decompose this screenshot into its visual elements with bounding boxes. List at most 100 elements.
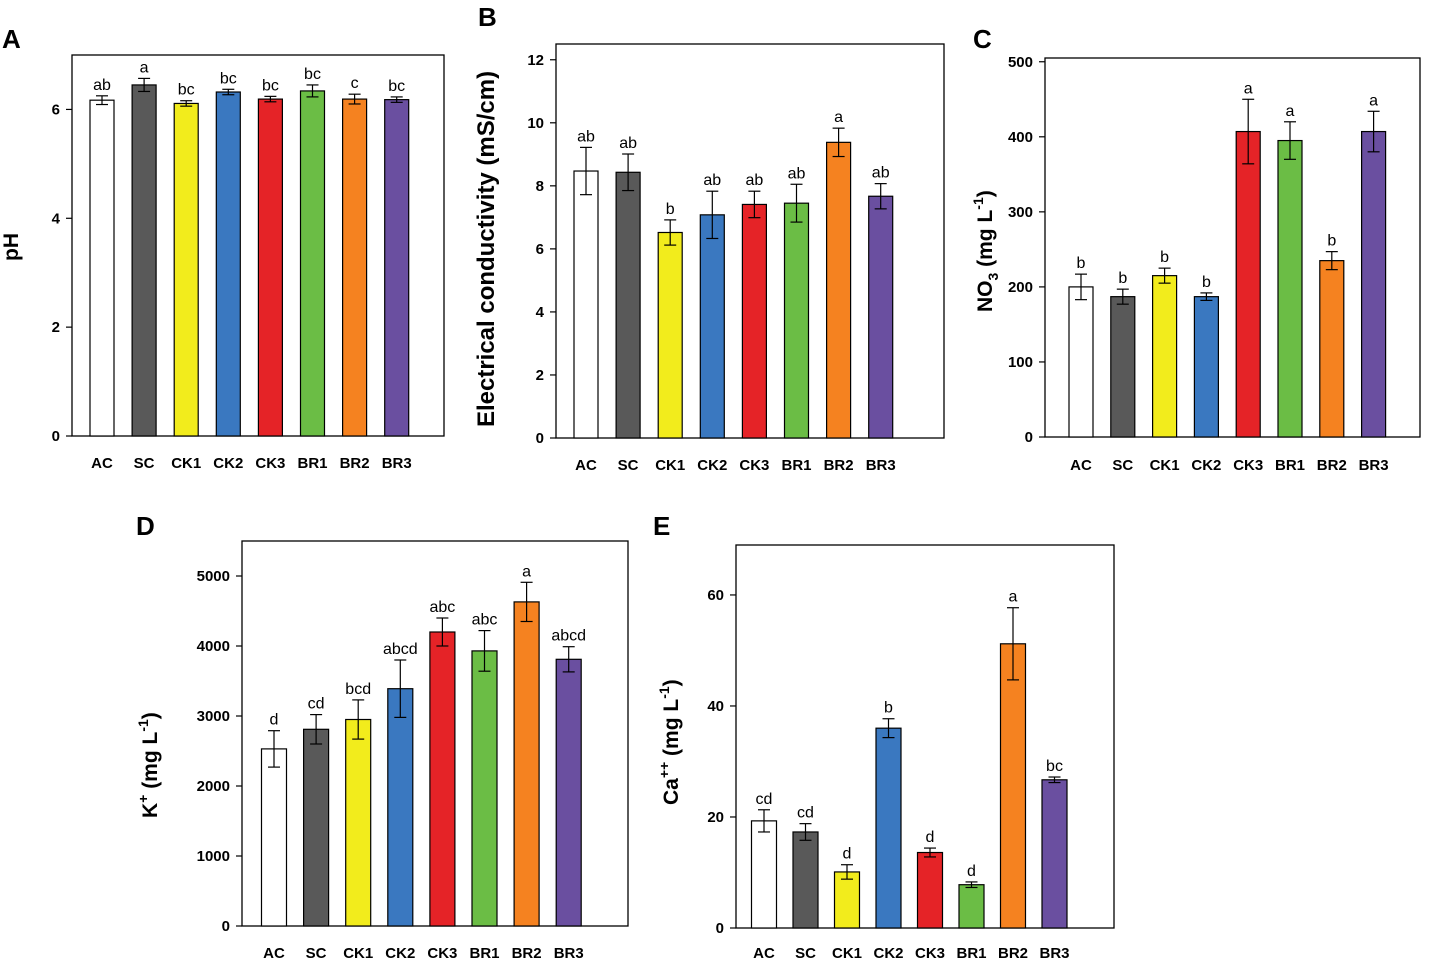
panel-b-bar-ck1 xyxy=(657,231,683,439)
panel-b-category-label-ck2: CK2 xyxy=(697,457,727,474)
panel-d-sig-letter-ck3: abc xyxy=(430,599,456,616)
panel-e-ylabel-plus: ++ xyxy=(656,762,672,778)
panel-c-category-label-br2: BR2 xyxy=(1317,457,1347,474)
panel-c-category-label-ck1: CK1 xyxy=(1150,457,1180,474)
panel-b: B Electrical conductivity (mS/cm) 0 2 4 6 8 1… xyxy=(473,2,945,474)
panel-b-category-label-ck3: CK3 xyxy=(739,457,769,474)
panel-e-category-label-br3: BR3 xyxy=(1039,945,1069,962)
panel-c-bar-ac xyxy=(1068,286,1094,438)
panel-d-y-tick-label: 0 xyxy=(222,918,230,935)
panel-c-y-tick-label: 0 xyxy=(1025,429,1033,446)
panel-d-ylabel-close: ) xyxy=(139,712,162,719)
panel-e-y-axis-label: Ca++ (mg L-1) xyxy=(656,679,683,805)
panel-b-category-label-ac: AC xyxy=(575,457,597,474)
panel-b-bar-ac xyxy=(573,170,599,439)
panel-b-sig-letter-sc: ab xyxy=(619,135,637,152)
panel-c-category-label-ck2: CK2 xyxy=(1191,457,1221,474)
panel-d-category-label-ck2: CK2 xyxy=(385,945,415,962)
panel-a-y-tick-label: 0 xyxy=(52,428,60,445)
panel-a-y-tick-label: 4 xyxy=(52,210,61,227)
panel-a-category-label-ck2: CK2 xyxy=(213,455,243,472)
panel-a-category-label-br3: BR3 xyxy=(382,455,412,472)
panel-e-y-tick-label: 0 xyxy=(716,920,724,937)
panel-a-bar-br3 xyxy=(384,99,410,437)
panel-b-y-tick-label: 12 xyxy=(527,52,544,69)
panel-e-sig-letter-ck1: d xyxy=(843,846,852,863)
panel-b-y-tick-label: 10 xyxy=(527,115,544,132)
panel-a-sig-letter-br3: bc xyxy=(388,78,405,95)
panel-d-y-tick-label: 4000 xyxy=(197,638,230,655)
panel-c-category-label-br1: BR1 xyxy=(1275,457,1305,474)
panel-a-bar-br1 xyxy=(299,90,326,437)
panel-d-category-label-br3: BR3 xyxy=(554,945,584,962)
panel-d-sig-letter-br2: a xyxy=(522,563,531,580)
panel-e-bar-br3 xyxy=(1041,779,1068,929)
panel-c-ylabel-sup: -1 xyxy=(970,197,986,210)
panel-d-sig-letter-ck2: abcd xyxy=(383,641,418,658)
panel-e-category-label-sc: SC xyxy=(795,945,816,962)
panel-a-sig-letter-sc: a xyxy=(140,59,149,76)
panel-c-ylabel-unit: (mg L xyxy=(974,210,997,273)
panel-d-ylabel-plus: + xyxy=(135,795,151,803)
panel-b-bar-br2 xyxy=(825,141,852,439)
panel-d-y-tick-label: 3000 xyxy=(197,708,230,725)
panel-a-category-label-br2: BR2 xyxy=(340,455,370,472)
panel-b-bar-br1 xyxy=(783,202,810,439)
panel-b-category-label-ck1: CK1 xyxy=(655,457,685,474)
panel-b-y-tick-label: 2 xyxy=(536,367,544,384)
panel-b-category-label-sc: SC xyxy=(618,457,639,474)
panel-a-bar-ck3 xyxy=(257,98,283,437)
panel-e-bar-sc xyxy=(792,831,819,929)
panel-c-bar-br2 xyxy=(1319,260,1345,438)
panel-c-sig-letter-br2: b xyxy=(1327,233,1336,250)
panel-d-ylabel-unit: (mg L xyxy=(139,731,162,794)
panel-c-ylabel-close: ) xyxy=(974,190,997,197)
panel-b-bar-ck3 xyxy=(741,203,768,439)
panel-e-sig-letter-ck3: d xyxy=(926,829,935,846)
panel-d-category-label-br1: BR1 xyxy=(469,945,499,962)
panel-a-letter: A xyxy=(2,24,21,54)
panel-e-sig-letter-ac: cd xyxy=(756,791,773,808)
panel-a-category-label-ac: AC xyxy=(91,455,113,472)
panel-d-bar-ac xyxy=(260,748,288,927)
panel-b-bar-br3 xyxy=(868,195,894,439)
panel-d-sig-letter-ck1: bcd xyxy=(345,681,371,698)
panel-e-marks: 0 20 40 60 cd AC cd SC d CK1 b CK2 d CK3 d BR1 a BR2 bc BR3 xyxy=(707,544,1115,962)
panel-d-sig-letter-sc: cd xyxy=(308,696,325,713)
panel-a-category-label-br1: BR1 xyxy=(297,455,327,472)
panel-a-bar-ck1 xyxy=(173,102,199,437)
panel-a-bar-br2 xyxy=(342,98,368,437)
panel-e-sig-letter-br1: d xyxy=(967,863,976,880)
panel-a-sig-letter-ck2: bc xyxy=(220,70,237,87)
panel-c-category-label-ac: AC xyxy=(1070,457,1092,474)
panel-e-category-label-ck2: CK2 xyxy=(873,945,903,962)
panel-c-y-tick-label: 200 xyxy=(1008,279,1033,296)
panel-d-y-tick-label: 5000 xyxy=(197,568,230,585)
panel-d: D K+ (mg L-1) 0 1000 2000 3000 4000 5000 d AC cd… xyxy=(135,511,629,962)
panel-b-sig-letter-br2: a xyxy=(834,109,843,126)
panel-d-bar-br3 xyxy=(555,658,582,927)
panel-c: C NO3 (mg L-1) 0 100 200 300 400 500 b AC b SC b CK… xyxy=(970,24,1421,474)
panel-e-sig-letter-sc: cd xyxy=(797,805,814,822)
panel-a-sig-letter-ac: ab xyxy=(93,77,111,94)
panel-b-letter: B xyxy=(478,2,497,32)
panel-e-y-tick-label: 60 xyxy=(707,587,724,604)
panel-a-bar-ac xyxy=(89,99,115,437)
panel-b-sig-letter-br1: ab xyxy=(788,165,806,182)
panel-d-bar-ck3 xyxy=(429,631,456,927)
panel-b-sig-letter-ac: ab xyxy=(577,128,595,145)
panel-a-category-label-ck3: CK3 xyxy=(255,455,285,472)
panel-d-ylabel-sup: -1 xyxy=(135,719,151,732)
panel-a-category-label-sc: SC xyxy=(134,455,155,472)
panel-e-bar-ac xyxy=(750,820,778,929)
panel-a-sig-letter-br2: c xyxy=(351,75,359,92)
panel-b-bar-sc xyxy=(615,171,641,439)
panel-d-category-label-ck3: CK3 xyxy=(427,945,457,962)
panel-d-bar-br1 xyxy=(471,650,498,927)
panel-e-y-tick-label: 40 xyxy=(707,698,724,715)
panel-e-y-tick-label: 20 xyxy=(707,809,724,826)
panel-d-category-label-ac: AC xyxy=(263,945,285,962)
panel-d-sig-letter-br1: abc xyxy=(472,612,498,629)
panel-c-category-label-br3: BR3 xyxy=(1359,457,1389,474)
